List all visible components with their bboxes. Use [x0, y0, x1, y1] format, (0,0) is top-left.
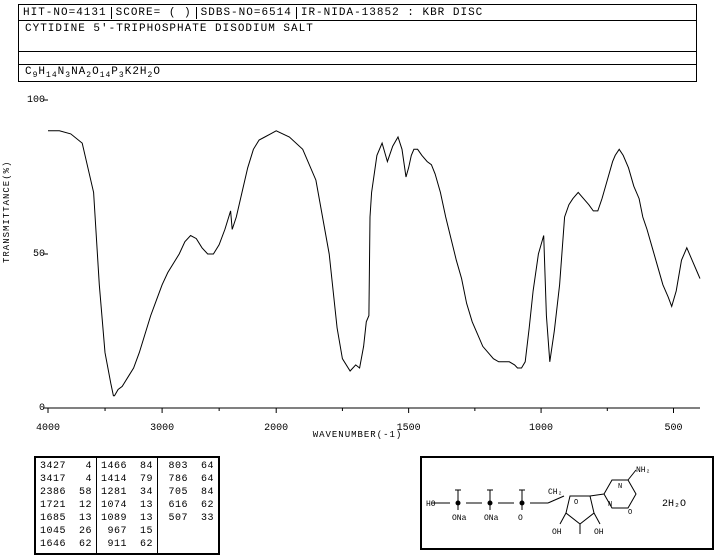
peak-row: 507 33	[162, 512, 214, 525]
svg-text:ONa: ONa	[484, 514, 499, 523]
peak-row: 1685 13	[40, 512, 92, 525]
peak-row: 786 64	[162, 473, 214, 486]
header-spacer	[18, 52, 697, 65]
spectrum-svg	[0, 88, 715, 423]
peak-row: 911 62	[101, 538, 153, 551]
peak-row: 1281 34	[101, 486, 153, 499]
score-cell: SCORE= ( )	[112, 7, 197, 19]
svg-text:NH₂: NH₂	[636, 466, 650, 475]
peak-table-column: 3427 43417 42386 581721 121685 131045 26…	[36, 458, 97, 553]
structure-diagram: HO ONa ONa O CH₂ O OH OH NH₂ N N O 2H₂O	[420, 456, 714, 550]
structure-svg: HO ONa ONa O CH₂ O OH OH NH₂ N N O 2H₂O	[422, 458, 712, 548]
y-tick-label: 0	[15, 403, 45, 414]
y-axis-label: TRANSMITTANCE(%)	[2, 161, 12, 263]
peak-row: 705 84	[162, 486, 214, 499]
x-tick-label: 3000	[150, 423, 174, 434]
peak-table-column: 803 64 786 64 705 84 616 62 507 33	[158, 458, 218, 553]
x-tick-label: 1000	[529, 423, 553, 434]
svg-text:O: O	[628, 509, 632, 517]
ir-spectrum-chart: TRANSMITTANCE(%) WAVENUMBER(-1) 0 50 100 40…	[0, 88, 715, 438]
svg-text:CH₂: CH₂	[548, 488, 562, 497]
peak-row: 803 64	[162, 460, 214, 473]
svg-text:HO: HO	[426, 500, 436, 509]
x-tick-label: 1500	[397, 423, 421, 434]
ir-info-cell: IR-NIDA-13852 : KBR DISC	[297, 7, 696, 19]
peak-row: 1045 26	[40, 525, 92, 538]
header-bar: HIT-NO=4131 SCORE= ( ) SDBS-NO=6514 IR-N…	[18, 4, 697, 21]
peak-row: 967 15	[101, 525, 153, 538]
peak-row: 1721 12	[40, 499, 92, 512]
y-tick-label: 50	[15, 249, 45, 260]
peak-row: 616 62	[162, 499, 214, 512]
page-root: HIT-NO=4131 SCORE= ( ) SDBS-NO=6514 IR-N…	[0, 4, 715, 557]
x-tick-label: 4000	[36, 423, 60, 434]
x-axis-label: WAVENUMBER(-1)	[313, 430, 403, 440]
peak-row: 1646 62	[40, 538, 92, 551]
peak-row: 2386 58	[40, 486, 92, 499]
peak-table: 3427 43417 42386 581721 121685 131045 26…	[34, 456, 220, 555]
svg-text:O: O	[518, 514, 523, 523]
peak-row: 1414 79	[101, 473, 153, 486]
peak-row: 1089 13	[101, 512, 153, 525]
peak-table-column: 1466 841414 791281 341074 131089 13 967 …	[97, 458, 158, 553]
sdbs-no-cell: SDBS-NO=6514	[197, 7, 297, 19]
svg-text:N: N	[618, 483, 622, 491]
peak-row: 3427 4	[40, 460, 92, 473]
svg-text:OH: OH	[552, 528, 562, 537]
svg-text:O: O	[574, 499, 578, 507]
bottom-row: 3427 43417 42386 581721 121685 131045 26…	[34, 456, 697, 555]
peak-row: 1466 84	[101, 460, 153, 473]
hydrate-label: 2H₂O	[662, 499, 686, 510]
peak-row: 1074 13	[101, 499, 153, 512]
compound-name: CYTIDINE 5'-TRIPHOSPHATE DISODIUM SALT	[18, 21, 697, 52]
x-tick-label: 2000	[264, 423, 288, 434]
svg-text:ONa: ONa	[452, 514, 467, 523]
peak-row: 3417 4	[40, 473, 92, 486]
svg-text:N: N	[608, 501, 612, 509]
hit-no-cell: HIT-NO=4131	[19, 7, 112, 19]
svg-text:OH: OH	[594, 528, 604, 537]
formula: C9H14N3NA2O14P3K2H2O	[18, 65, 697, 82]
x-tick-label: 500	[664, 423, 682, 434]
y-tick-label: 100	[15, 95, 45, 106]
